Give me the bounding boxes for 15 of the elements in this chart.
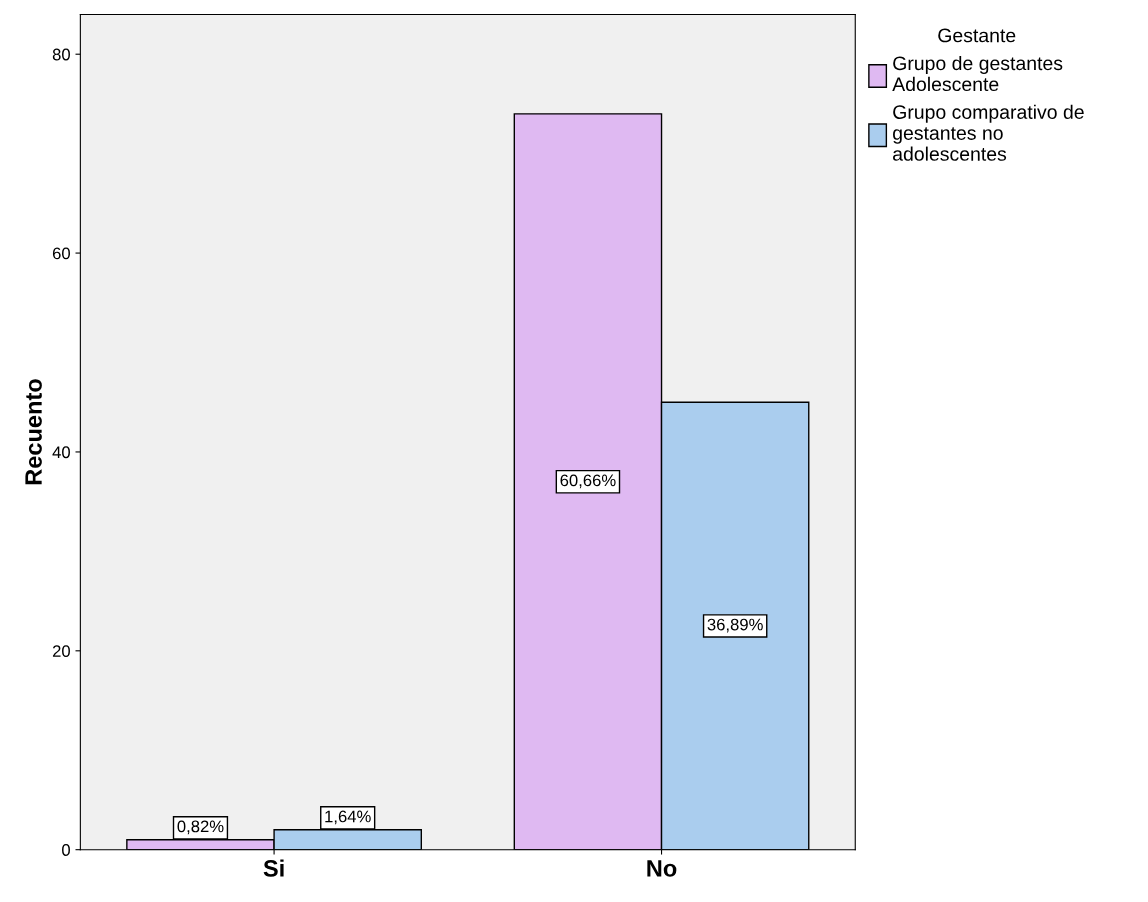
- y-tick-label: 80: [52, 48, 70, 61]
- y-tick-label: 0: [62, 844, 70, 856]
- legend-label: Grupo de gestantes Adolescente: [892, 55, 1063, 92]
- y-axis-title: Recuento: [25, 379, 42, 485]
- y-tick-label: 20: [52, 645, 70, 658]
- annotation: 1,64%: [325, 810, 371, 825]
- annotation: 60,66%: [560, 474, 616, 489]
- annotation: 0,82%: [177, 820, 224, 835]
- legend-title: Gestante: [938, 28, 1016, 43]
- legend-label: Grupo comparativo de gestantes no adolescentes: [893, 104, 1084, 161]
- annotation: 36,89%: [707, 618, 763, 633]
- x-tick-label: Si: [263, 859, 284, 877]
- y-tick-label: 40: [52, 446, 70, 459]
- y-tick-label: 60: [52, 247, 70, 260]
- x-tick-label: No: [647, 860, 677, 877]
